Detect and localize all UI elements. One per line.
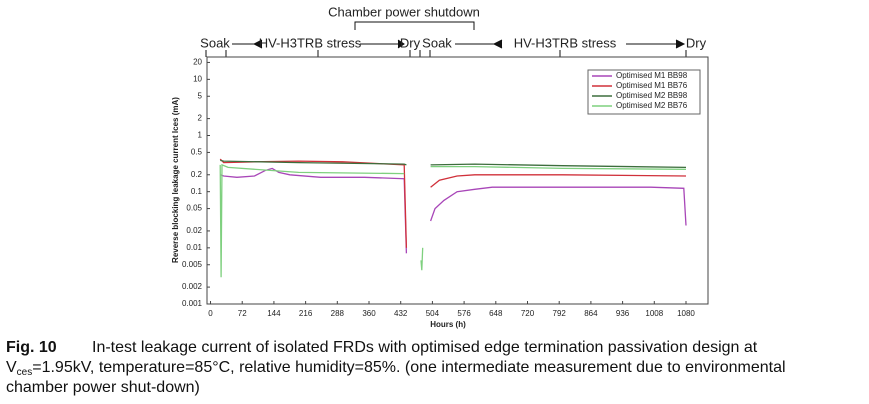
y-tick-label: 0.001: [182, 299, 203, 308]
caption-v: V: [6, 359, 17, 376]
x-tick-label: 864: [584, 309, 598, 318]
x-tick-label: 216: [299, 309, 313, 318]
caption: Vces=1.95kV, temperature=85°C, relative …: [6, 359, 786, 377]
y-tick-label: 10: [193, 74, 202, 83]
legend-label: Optimised M1 BB76: [616, 81, 688, 90]
arrow-heads: [252, 39, 686, 49]
y-tick-label: 0.1: [191, 187, 203, 196]
series-line: [219, 163, 687, 278]
plot-frame: [206, 56, 709, 305]
y-tick-label: 2: [198, 114, 203, 123]
y-tick-label: 0.005: [182, 260, 203, 269]
x-tick-label: 1008: [645, 309, 663, 318]
series-line: [220, 159, 687, 169]
x-tick-label: 0: [208, 309, 213, 318]
x-tick-label: 144: [267, 309, 281, 318]
annotations: [205, 21, 687, 57]
x-tick-label: 288: [331, 309, 345, 318]
series-line: [219, 167, 687, 254]
caption: chamber power shut-down): [6, 379, 200, 396]
y-tick-label: 0.05: [186, 204, 202, 213]
annotation: Dry: [400, 35, 421, 50]
y-tick-label: 5: [198, 91, 203, 100]
x-tick-label: 576: [457, 309, 471, 318]
x-tick-label: 360: [362, 309, 376, 318]
y-tick-label: 1: [198, 131, 203, 140]
annotation: HV-H3TRB stress: [514, 35, 617, 50]
x-tick-label: 1080: [677, 309, 695, 318]
x-tick-label: 648: [489, 309, 503, 318]
x-tick-label: 792: [553, 309, 567, 318]
annotation: Chamber power shutdown: [328, 4, 480, 19]
y-axis-label: Reverse blocking leakage current Ices (m…: [171, 97, 180, 263]
caption: =1.95kV, temperature=85°C, relative humi…: [32, 359, 785, 376]
y-tick-label: 0.02: [186, 226, 202, 235]
series-line: [219, 158, 687, 248]
y-tick-label: 0.01: [186, 243, 202, 252]
x-tick-label: 72: [238, 309, 247, 318]
annotation: HV-H3TRB stress: [259, 35, 362, 50]
caption: In-test leakage current of isolated FRDs…: [92, 339, 758, 356]
x-tick-label: 720: [521, 309, 535, 318]
annotation: Dry: [686, 35, 707, 50]
y-tick-label: 0.002: [182, 282, 203, 291]
legend-label: Optimised M1 BB98: [616, 71, 688, 80]
x-tick-label: 504: [426, 309, 440, 318]
caption-label: Fig. 10: [6, 339, 57, 356]
x-tick-label: 936: [616, 309, 630, 318]
x-axis-label: Hours (h): [430, 320, 466, 329]
annotation: Soak: [200, 35, 230, 50]
phase-ticks: [205, 50, 687, 57]
legend-label: Optimised M2 BB76: [616, 101, 688, 110]
x-tick-label: 432: [394, 309, 408, 318]
y-tick-label: 20: [193, 58, 202, 67]
annotation: Soak: [422, 35, 452, 50]
legend-label: Optimised M2 BB98: [616, 91, 688, 100]
y-tick-label: 0.5: [191, 148, 203, 157]
caption-sub: ces: [17, 367, 33, 378]
bracket: [354, 21, 475, 30]
y-tick-label: 0.2: [191, 170, 203, 179]
